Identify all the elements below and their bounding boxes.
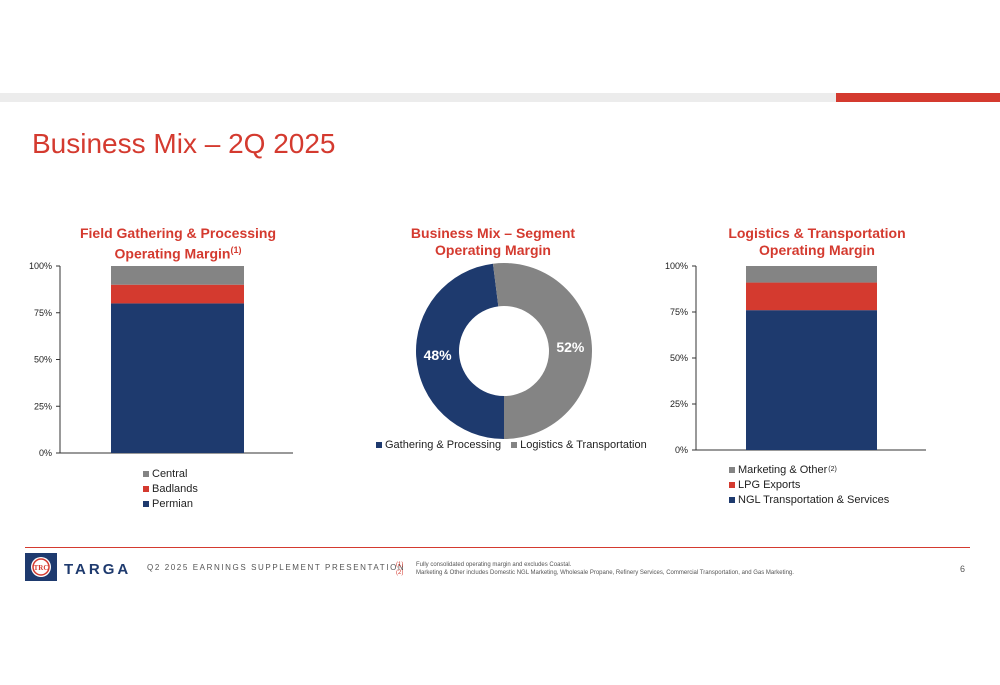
targa-logo-icon: TRC <box>25 553 57 581</box>
footnote-text: Fully consolidated operating margin and … <box>416 562 572 568</box>
legend-label: Badlands <box>152 482 198 495</box>
donut-slice-gathering-processing <box>415 263 504 440</box>
page-number: 6 <box>960 564 966 574</box>
footnote-marks: (1) (2) <box>396 561 403 577</box>
legend-item: NGL Transportation & Services <box>729 492 889 507</box>
legend-swatch <box>729 496 735 503</box>
legend-item: Logistics & Transportation <box>511 437 647 452</box>
donut-slice-logistics-transportation <box>492 263 592 439</box>
legend-label: Gathering & Processing <box>385 438 502 451</box>
legend-item: Gathering & Processing <box>376 437 501 452</box>
legend-swatch <box>143 500 149 507</box>
legend-item: LPG Exports <box>729 477 889 492</box>
footnote-ref: (2) <box>828 466 837 473</box>
bar-segment-permian <box>111 303 244 453</box>
y-tick-label: 50% <box>34 355 52 365</box>
chart-title-line: Operating Margin <box>435 242 551 258</box>
bar-segment-badlands <box>111 284 244 304</box>
legend-item: Permian <box>143 496 198 511</box>
footnote-mark: (1) <box>396 562 404 568</box>
chart-title-field-gp: Field Gathering & Processing Operating M… <box>58 225 298 263</box>
legend-swatch <box>511 441 518 448</box>
y-tick-label: 50% <box>670 353 688 363</box>
donut-data-label: 48% <box>424 347 453 363</box>
y-tick-label: 0% <box>39 448 52 458</box>
y-tick-label: 75% <box>34 308 52 318</box>
y-tick-label: 100% <box>665 261 688 271</box>
chart-title-line: Logistics & Transportation <box>728 225 906 241</box>
legend-item: Marketing & Other (2) <box>729 462 889 477</box>
legend-label: Central <box>152 467 188 480</box>
y-tick-label: 0% <box>675 445 688 455</box>
footer-divider <box>25 547 970 548</box>
bar-segment-ngl-transportation-services <box>746 310 877 450</box>
brand-name: TARGA <box>64 561 132 578</box>
top-accent-bar-red <box>836 93 1000 102</box>
legend-segment: Gathering & Processing Logistics & Transp… <box>376 437 647 452</box>
legend-lt: Marketing & Other (2) LPG Exports NGL Trans… <box>729 462 889 507</box>
legend-swatch <box>729 481 735 488</box>
donut-data-label: 52% <box>556 339 585 355</box>
legend-swatch <box>143 485 149 492</box>
page-title: Business Mix – 2Q 2025 <box>32 128 336 159</box>
legend-label: NGL Transportation & Services <box>738 493 890 506</box>
footnote-mark: (2) <box>396 570 404 576</box>
chart-title-lt: Logistics & Transportation Operating Mar… <box>697 225 937 259</box>
bar-segment-central <box>111 266 244 285</box>
footnote-ref: (1) <box>230 245 242 255</box>
legend-field-gp: Central Badlands Permian <box>143 466 198 511</box>
chart-title-line: Operating Margin(1) <box>114 245 242 262</box>
legend-label: LPG Exports <box>738 478 801 491</box>
chart-title-segment: Business Mix – Segment Operating Margin <box>373 225 613 259</box>
svg-text:TRC: TRC <box>34 564 49 572</box>
legend-label: Permian <box>152 497 193 510</box>
footnotes: Fully consolidated operating margin and … <box>416 561 794 577</box>
legend-item: Central <box>143 466 198 481</box>
legend-label: Logistics & Transportation <box>520 438 647 451</box>
legend-swatch <box>376 441 382 448</box>
y-tick-label: 100% <box>29 261 52 271</box>
legend-swatch <box>143 470 149 477</box>
chart-title-line: Operating Margin <box>759 242 875 258</box>
bar-segment-lpg-exports <box>746 282 877 311</box>
bar-segment-marketing-other <box>746 266 877 283</box>
chart-title-line: Business Mix – Segment <box>410 225 576 241</box>
legend-item: Badlands <box>143 481 198 496</box>
footer-subtitle: Q2 2025 EARNINGS SUPPLEMENT PRESENTATION <box>147 563 406 572</box>
y-tick-label: 75% <box>670 307 688 317</box>
y-tick-label: 25% <box>34 401 52 411</box>
legend-swatch <box>729 466 735 473</box>
legend-label: Marketing & Other <box>738 463 828 476</box>
footnote-text: Marketing & Other includes Domestic NGL … <box>416 570 794 576</box>
top-accent-bar <box>0 93 836 102</box>
chart-title-line: Field Gathering & Processing <box>79 225 277 241</box>
y-tick-label: 25% <box>670 399 688 409</box>
